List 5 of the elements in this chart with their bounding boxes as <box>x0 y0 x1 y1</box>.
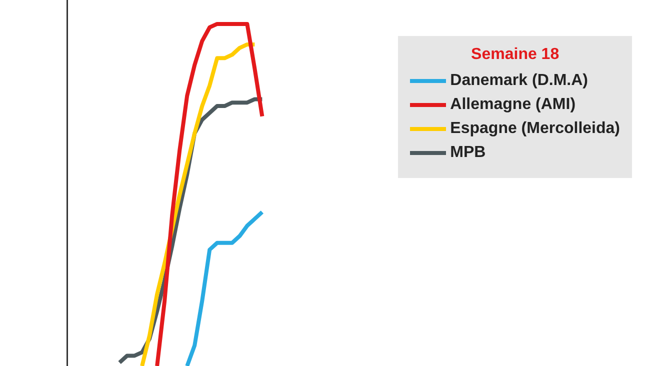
legend-label: MPB <box>450 144 486 162</box>
legend-label: Allemagne (AMI) <box>450 96 576 114</box>
legend-label: Espagne (Mercolleida) <box>450 120 620 138</box>
legend-label: Danemark (D.M.A) <box>450 72 588 90</box>
legend-title: Semaine 18 <box>470 46 560 64</box>
